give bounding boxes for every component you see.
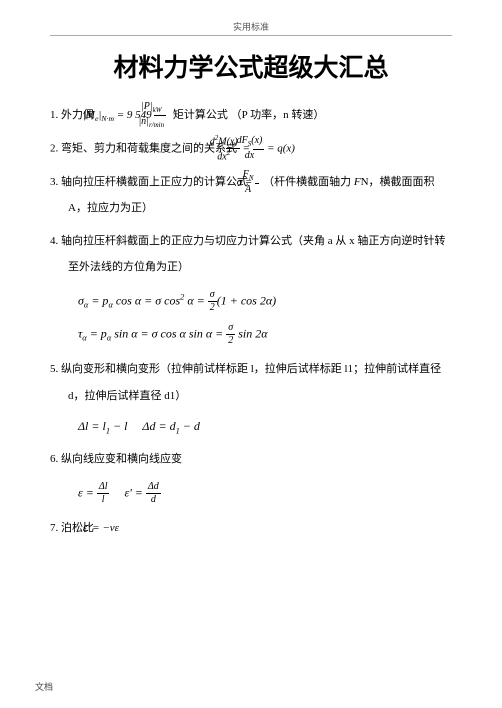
item-pre-text: 纵向线应变和横向线应变 — [61, 453, 182, 465]
item-post-text: 矩计算公式 （P 功率，n 转速） — [170, 109, 324, 121]
list-item: 4. 轴向拉压杆斜截面上的正应力与切应力计算公式（夹角 a 从 x 轴正方向逆时… — [50, 228, 452, 281]
item-number: 4. — [50, 235, 58, 247]
block-formula: τα = pα sin α = σ cos α sin α = σ2 sin 2… — [78, 323, 452, 346]
item-pre-text: 轴向拉压杆斜截面上的正应力与切应力计算公式（夹角 a 从 x 轴正方向逆时针转至… — [61, 235, 445, 273]
item-pre-text: 轴向拉压杆横截面上正应力的计算公式 — [61, 176, 248, 188]
block-formula: σα = pα cos α = σ cos2 α = σ2(1 + cos 2α… — [78, 290, 452, 313]
list-item: 1. 外力偶 |Me|N·m = 9 549 |P|kW|n|r/min 矩计算… — [50, 102, 452, 129]
inline-formula: σ = FNA — [255, 169, 259, 195]
inline-formula: ε' = −νε — [101, 515, 119, 541]
inline-formula: |Me|N·m = 9 549 |P|kW|n|r/min — [101, 102, 166, 129]
item-pre-text: 纵向变形和横向变形（拉伸前试样标距 l，拉伸后试样标距 l1；拉伸前试样直径 d… — [61, 363, 441, 401]
item-number: 1. — [50, 109, 58, 121]
inline-formula: d2M(x)dx2 = dFS(x)dx = q(x) — [244, 135, 295, 163]
document-title: 材料力学公式超级大汇总 — [50, 48, 452, 84]
list-item: 7. 泊松比 ε' = −νε — [50, 515, 452, 542]
page-footer: 文档 — [35, 680, 53, 693]
item-number: 2. — [50, 142, 58, 154]
list-item: 2. 弯矩、剪力和荷载集度之间的关系式 d2M(x)dx2 = dFS(x)dx… — [50, 135, 452, 163]
list-item: 3. 轴向拉压杆横截面上正应力的计算公式 σ = FNA（杆件横截面轴力 FN，… — [50, 169, 452, 222]
page-header: 实用标准 — [50, 20, 452, 36]
block-formula: ε = Δll ε' = Δdd — [78, 482, 452, 505]
item-number: 3. — [50, 176, 58, 188]
item-number: 5. — [50, 363, 58, 375]
item-number: 7. — [50, 522, 58, 534]
content-list: 1. 外力偶 |Me|N·m = 9 549 |P|kW|n|r/min 矩计算… — [50, 102, 452, 542]
block-formula: Δl = l1 − l Δd = d1 − d — [78, 419, 452, 435]
list-item: 5. 纵向变形和横向变形（拉伸前试样标距 l，拉伸后试样标距 l1；拉伸前试样直… — [50, 356, 452, 409]
list-item: 6. 纵向线应变和横向线应变 — [50, 446, 452, 472]
item-number: 6. — [50, 453, 58, 465]
